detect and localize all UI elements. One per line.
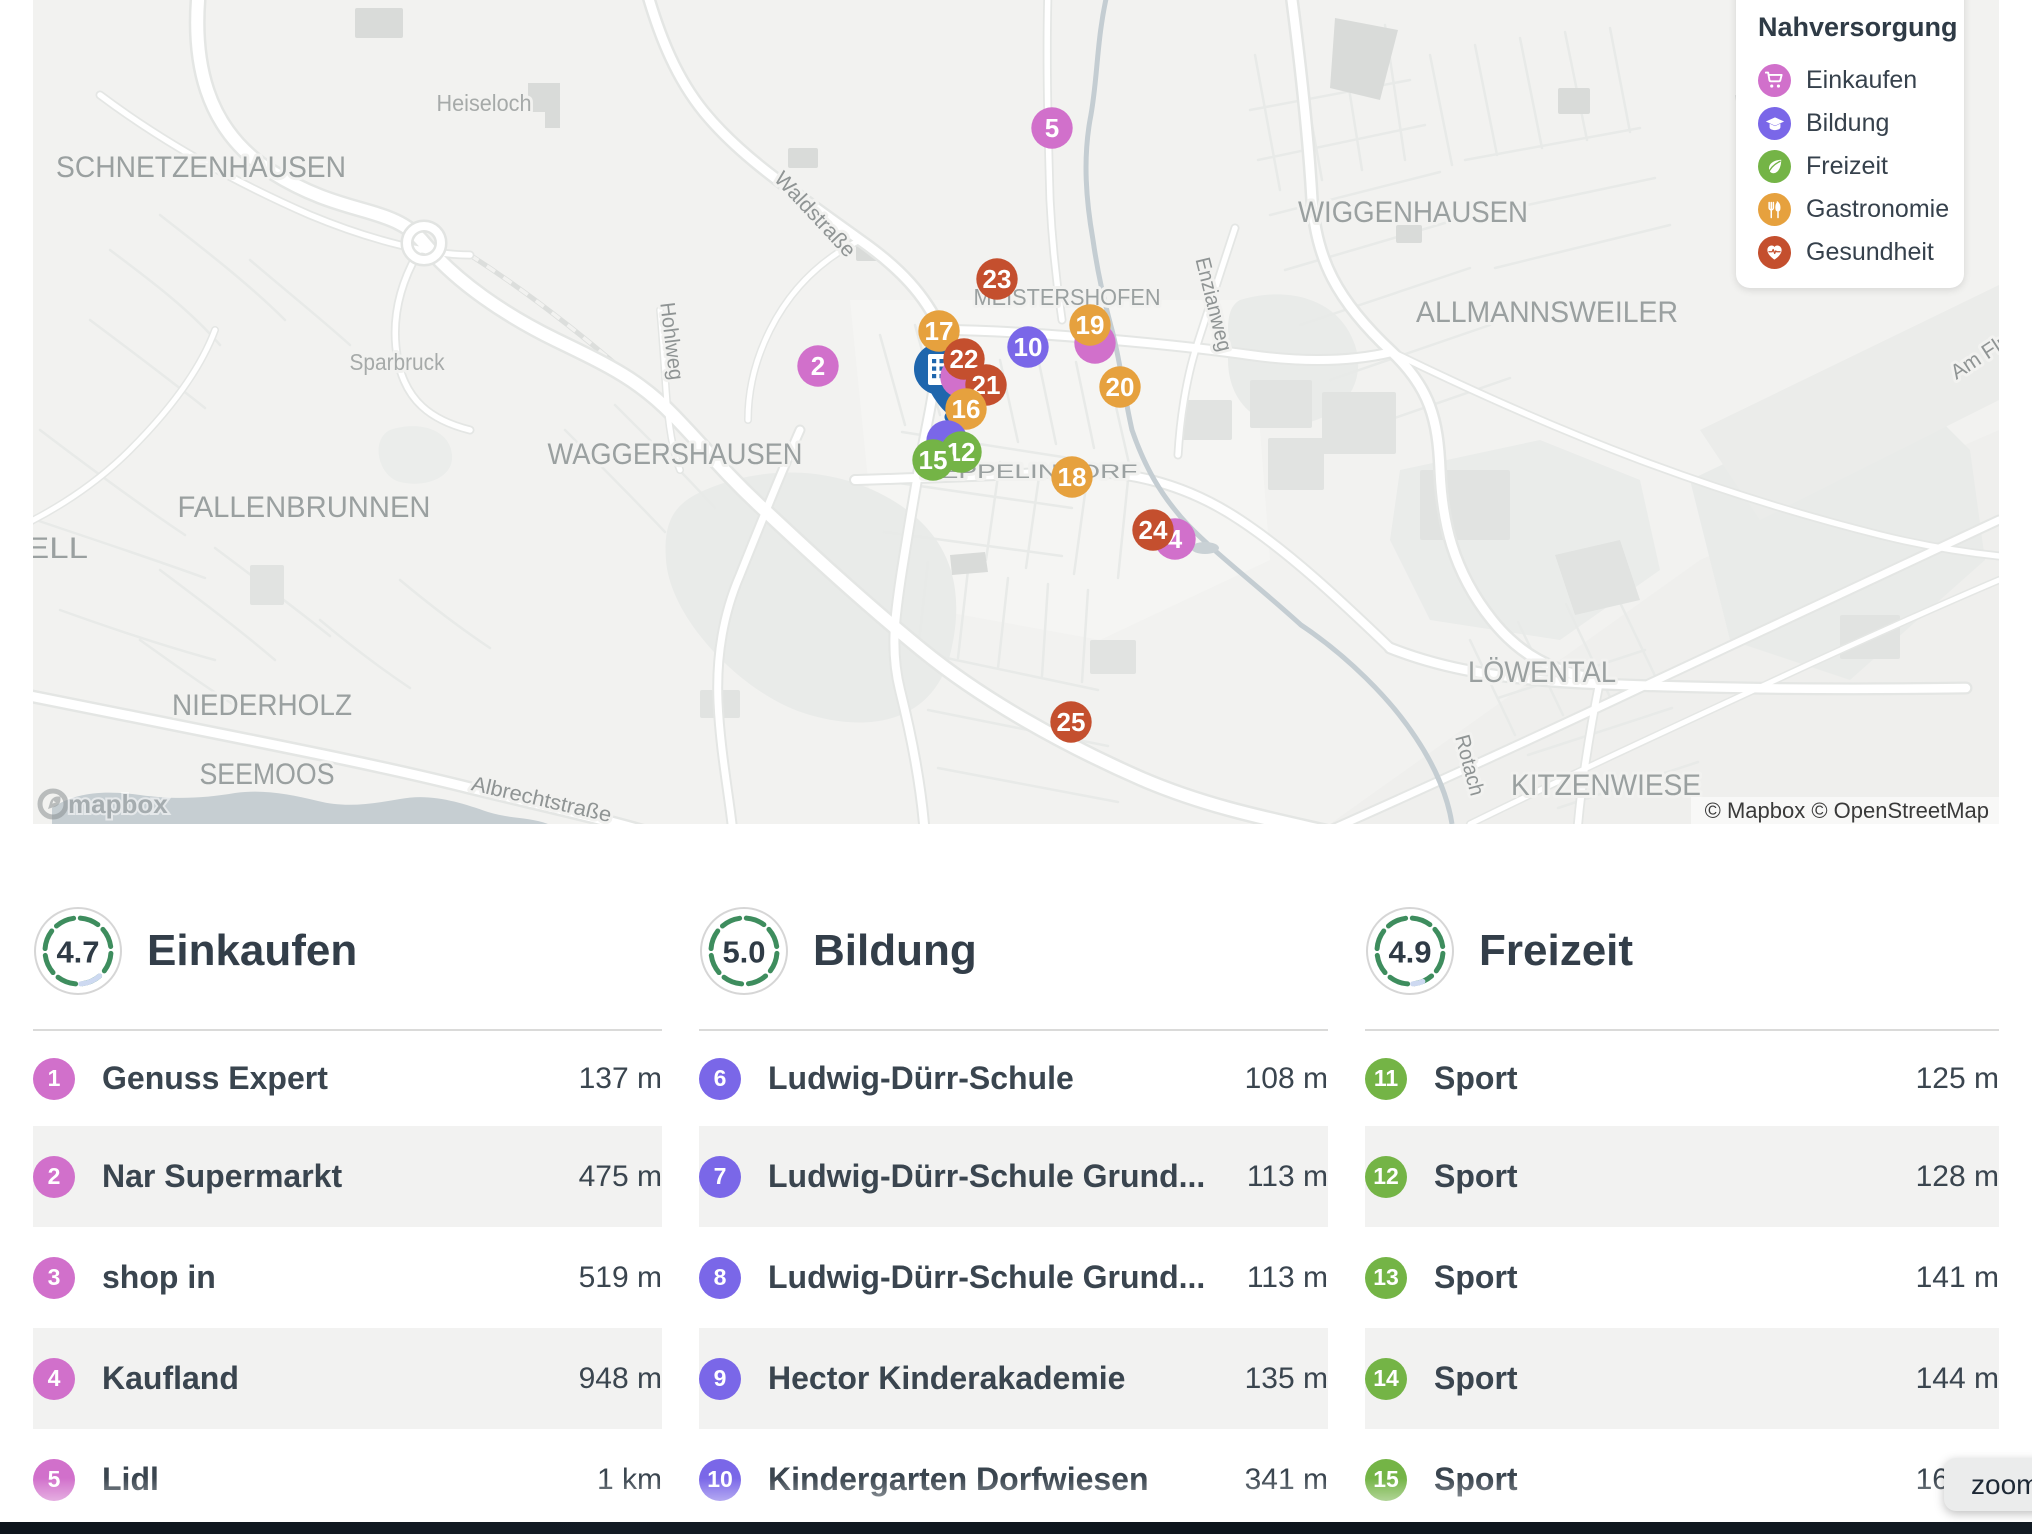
svg-text:20: 20	[1106, 372, 1135, 402]
svg-text:FALLENBRUNNEN: FALLENBRUNNEN	[178, 491, 431, 524]
svg-text:WIGGENHAUSEN: WIGGENHAUSEN	[1298, 196, 1528, 229]
svg-text:ELL: ELL	[33, 532, 88, 565]
svg-text:SCHNETZENHAUSEN: SCHNETZENHAUSEN	[56, 151, 346, 184]
svg-text:15: 15	[919, 445, 948, 475]
svg-text:16: 16	[952, 394, 981, 424]
svg-text:19: 19	[1076, 310, 1105, 340]
svg-text:LÖWENTAL: LÖWENTAL	[1468, 656, 1616, 689]
svg-text:10: 10	[1014, 332, 1043, 362]
svg-text:mapbox: mapbox	[68, 789, 168, 819]
svg-text:23: 23	[983, 264, 1012, 294]
svg-text:4.9: 4.9	[1388, 935, 1431, 970]
svg-text:ALLMANNSWEILER: ALLMANNSWEILER	[1416, 296, 1678, 329]
svg-text:KITZENWIESE: KITZENWIESE	[1511, 769, 1701, 802]
svg-text:25: 25	[1057, 707, 1086, 737]
svg-text:NIEDERHOLZ: NIEDERHOLZ	[172, 689, 352, 722]
svg-text:17: 17	[925, 316, 954, 346]
svg-text:2: 2	[811, 351, 825, 381]
svg-text:24: 24	[1139, 515, 1168, 545]
svg-text:Heiseloch: Heiseloch	[437, 90, 532, 116]
svg-text:WAGGERSHAUSEN: WAGGERSHAUSEN	[548, 438, 803, 471]
svg-text:SEEMOOS: SEEMOOS	[200, 758, 335, 791]
svg-text:5.0: 5.0	[722, 935, 765, 970]
svg-text:Sparbruck: Sparbruck	[350, 349, 445, 375]
svg-text:5: 5	[1045, 113, 1059, 143]
svg-text:18: 18	[1058, 462, 1087, 492]
svg-text:4.7: 4.7	[56, 935, 99, 970]
